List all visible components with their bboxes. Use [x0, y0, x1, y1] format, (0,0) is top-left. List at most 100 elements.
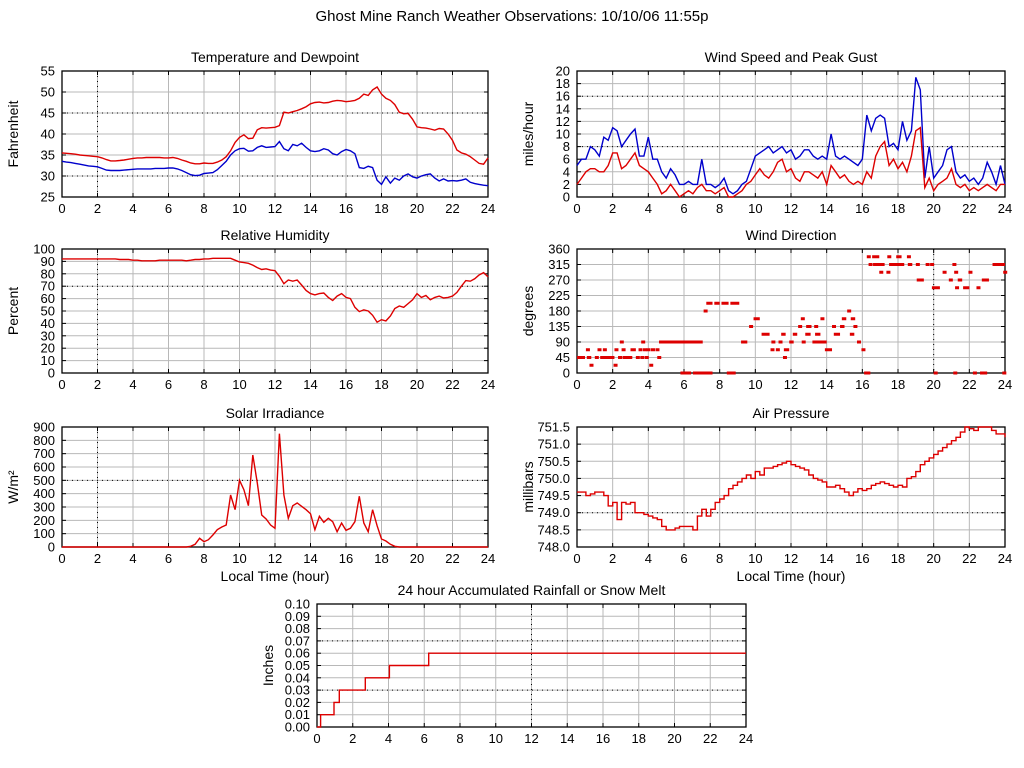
x-tick-label: 10 — [489, 731, 503, 746]
axis-labels: 0 2 4 6 8 10 12 14 16 18 20 22 240459013518022527031… — [520, 227, 1012, 392]
x-tick-label: 8 — [200, 551, 207, 566]
y-tick-label: 20 — [556, 64, 570, 79]
x-tick-label: 2 — [94, 377, 101, 392]
tick-marks — [576, 70, 1006, 198]
y-tick-label: 0.04 — [285, 670, 310, 685]
x-tick-label: 22 — [962, 551, 976, 566]
y-tick-label: 70 — [41, 279, 55, 294]
x-tick-label: 10 — [748, 551, 762, 566]
x-tick-label: 4 — [129, 377, 136, 392]
x-tick-label: 24 — [998, 201, 1012, 216]
axis-labels: 0 2 4 6 8 10 12 14 16 18 20 22 24748.0748.5749.0749.… — [520, 405, 1012, 584]
page-title: Ghost Mine Ranch Weather Observations: 1… — [315, 8, 709, 25]
y-tick-label: 60 — [41, 291, 55, 306]
series-relative-humidity- — [62, 257, 489, 324]
x-tick-label: 16 — [855, 201, 869, 216]
x-tick-label: 0 — [573, 377, 580, 392]
y-tick-label: 700 — [33, 446, 55, 461]
y-tick-label: 0.02 — [285, 695, 310, 710]
x-tick-label: 16 — [596, 731, 610, 746]
x-tick-label: 6 — [421, 731, 428, 746]
y-tick-label: 14 — [556, 101, 570, 116]
x-tick-label: 2 — [94, 201, 101, 216]
x-tick-label: 8 — [200, 201, 207, 216]
x-tick-label: 12 — [784, 551, 798, 566]
x-tick-label: 16 — [855, 551, 869, 566]
y-tick-label: 0 — [48, 366, 55, 381]
y-tick-label: 0.10 — [285, 597, 310, 612]
grid — [577, 249, 1005, 373]
x-tick-label: 18 — [632, 731, 646, 746]
x-tick-label: 8 — [716, 551, 723, 566]
y-tick-label: 0.00 — [285, 720, 310, 735]
x-tick-label: 22 — [445, 201, 459, 216]
y-tick-label: 40 — [41, 316, 55, 331]
axis-labels: 0 2 4 6 8 10 12 14 16 18 20 22 240.000.010.020.030.0… — [260, 582, 753, 746]
x-tick-label: 22 — [962, 201, 976, 216]
y-tick-label: 6 — [563, 152, 570, 167]
series-air-pressure-mb- — [577, 426, 1006, 531]
y-tick-label: 55 — [41, 64, 55, 79]
x-tick-label: 6 — [680, 377, 687, 392]
x-tick-label: 8 — [716, 201, 723, 216]
x-tick-label: 24 — [998, 551, 1012, 566]
y-tick-label: 0.01 — [285, 707, 310, 722]
chart-rainfall: 0 2 4 6 8 10 12 14 16 18 20 22 240.000.010.020.030.0… — [260, 582, 753, 746]
x-tick-label: 0 — [58, 201, 65, 216]
y-axis-label: millibars — [520, 461, 536, 512]
y-tick-label: 0.08 — [285, 621, 310, 636]
grid — [317, 604, 746, 727]
x-tick-label: 4 — [129, 201, 136, 216]
x-tick-label: 12 — [268, 551, 282, 566]
chart-pressure: 0 2 4 6 8 10 12 14 16 18 20 22 24748.0748.5749.0749.… — [520, 405, 1012, 584]
series-wind-direction-deg- — [577, 255, 1008, 375]
x-tick-label: 4 — [645, 551, 652, 566]
x-tick-label: 22 — [445, 377, 459, 392]
y-tick-label: 16 — [556, 89, 570, 104]
y-tick-label: 0 — [563, 190, 570, 205]
x-tick-label: 12 — [784, 201, 798, 216]
x-tick-label: 20 — [926, 551, 940, 566]
x-tick-label: 10 — [232, 551, 246, 566]
chart-title: Solar Irradiance — [226, 405, 325, 421]
y-tick-label: 200 — [33, 513, 55, 528]
x-tick-label: 2 — [609, 201, 616, 216]
x-tick-label: 0 — [58, 551, 65, 566]
y-tick-label: 400 — [33, 486, 55, 501]
x-tick-label: 24 — [481, 201, 495, 216]
x-tick-label: 2 — [609, 551, 616, 566]
series-accumulated-rainfall-in- — [317, 652, 746, 728]
x-tick-label: 8 — [456, 731, 463, 746]
chart-title: Relative Humidity — [221, 227, 330, 243]
x-tick-label: 14 — [819, 201, 833, 216]
y-tick-label: 750.0 — [537, 471, 570, 486]
x-tick-label: 10 — [232, 377, 246, 392]
x-tick-label: 16 — [339, 377, 353, 392]
grid — [577, 427, 1005, 547]
y-tick-label: 0 — [48, 540, 55, 555]
y-tick-label: 0.07 — [285, 633, 310, 648]
x-tick-label: 24 — [481, 551, 495, 566]
grid — [577, 71, 1005, 197]
y-tick-label: 751.0 — [537, 437, 570, 452]
axis-labels: 0 2 4 6 8 10 12 14 16 18 20 22 240100200300400500600… — [5, 405, 495, 584]
series-peak-gust-mph- — [576, 77, 1006, 195]
y-tick-label: 225 — [548, 288, 570, 303]
x-tick-label: 20 — [667, 731, 681, 746]
y-tick-label: 20 — [41, 341, 55, 356]
x-tick-label: 0 — [58, 377, 65, 392]
x-tick-label: 10 — [748, 201, 762, 216]
y-axis-label: W/m² — [5, 470, 21, 504]
axis-labels: 0 2 4 6 8 10 12 14 16 18 20 22 2402468101214161820Wi… — [520, 49, 1012, 216]
x-tick-label: 20 — [926, 377, 940, 392]
x-tick-label: 8 — [716, 377, 723, 392]
series-wind-speed-mph- — [576, 126, 1005, 198]
x-tick-label: 10 — [748, 377, 762, 392]
x-tick-label: 14 — [560, 731, 574, 746]
y-tick-label: 300 — [33, 500, 55, 515]
y-tick-label: 100 — [33, 242, 55, 257]
chart-humidity: 0 2 4 6 8 10 12 14 16 18 20 22 240102030405060708090… — [5, 227, 495, 392]
x-tick-label: 4 — [129, 551, 136, 566]
y-tick-label: 749.0 — [537, 505, 570, 520]
